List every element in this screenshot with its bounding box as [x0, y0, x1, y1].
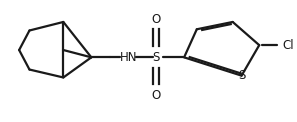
Text: S: S — [238, 69, 245, 82]
Text: Cl: Cl — [283, 39, 294, 52]
Text: O: O — [151, 89, 161, 102]
Text: HN: HN — [119, 51, 137, 64]
Text: O: O — [151, 13, 161, 26]
Text: S: S — [152, 51, 160, 64]
